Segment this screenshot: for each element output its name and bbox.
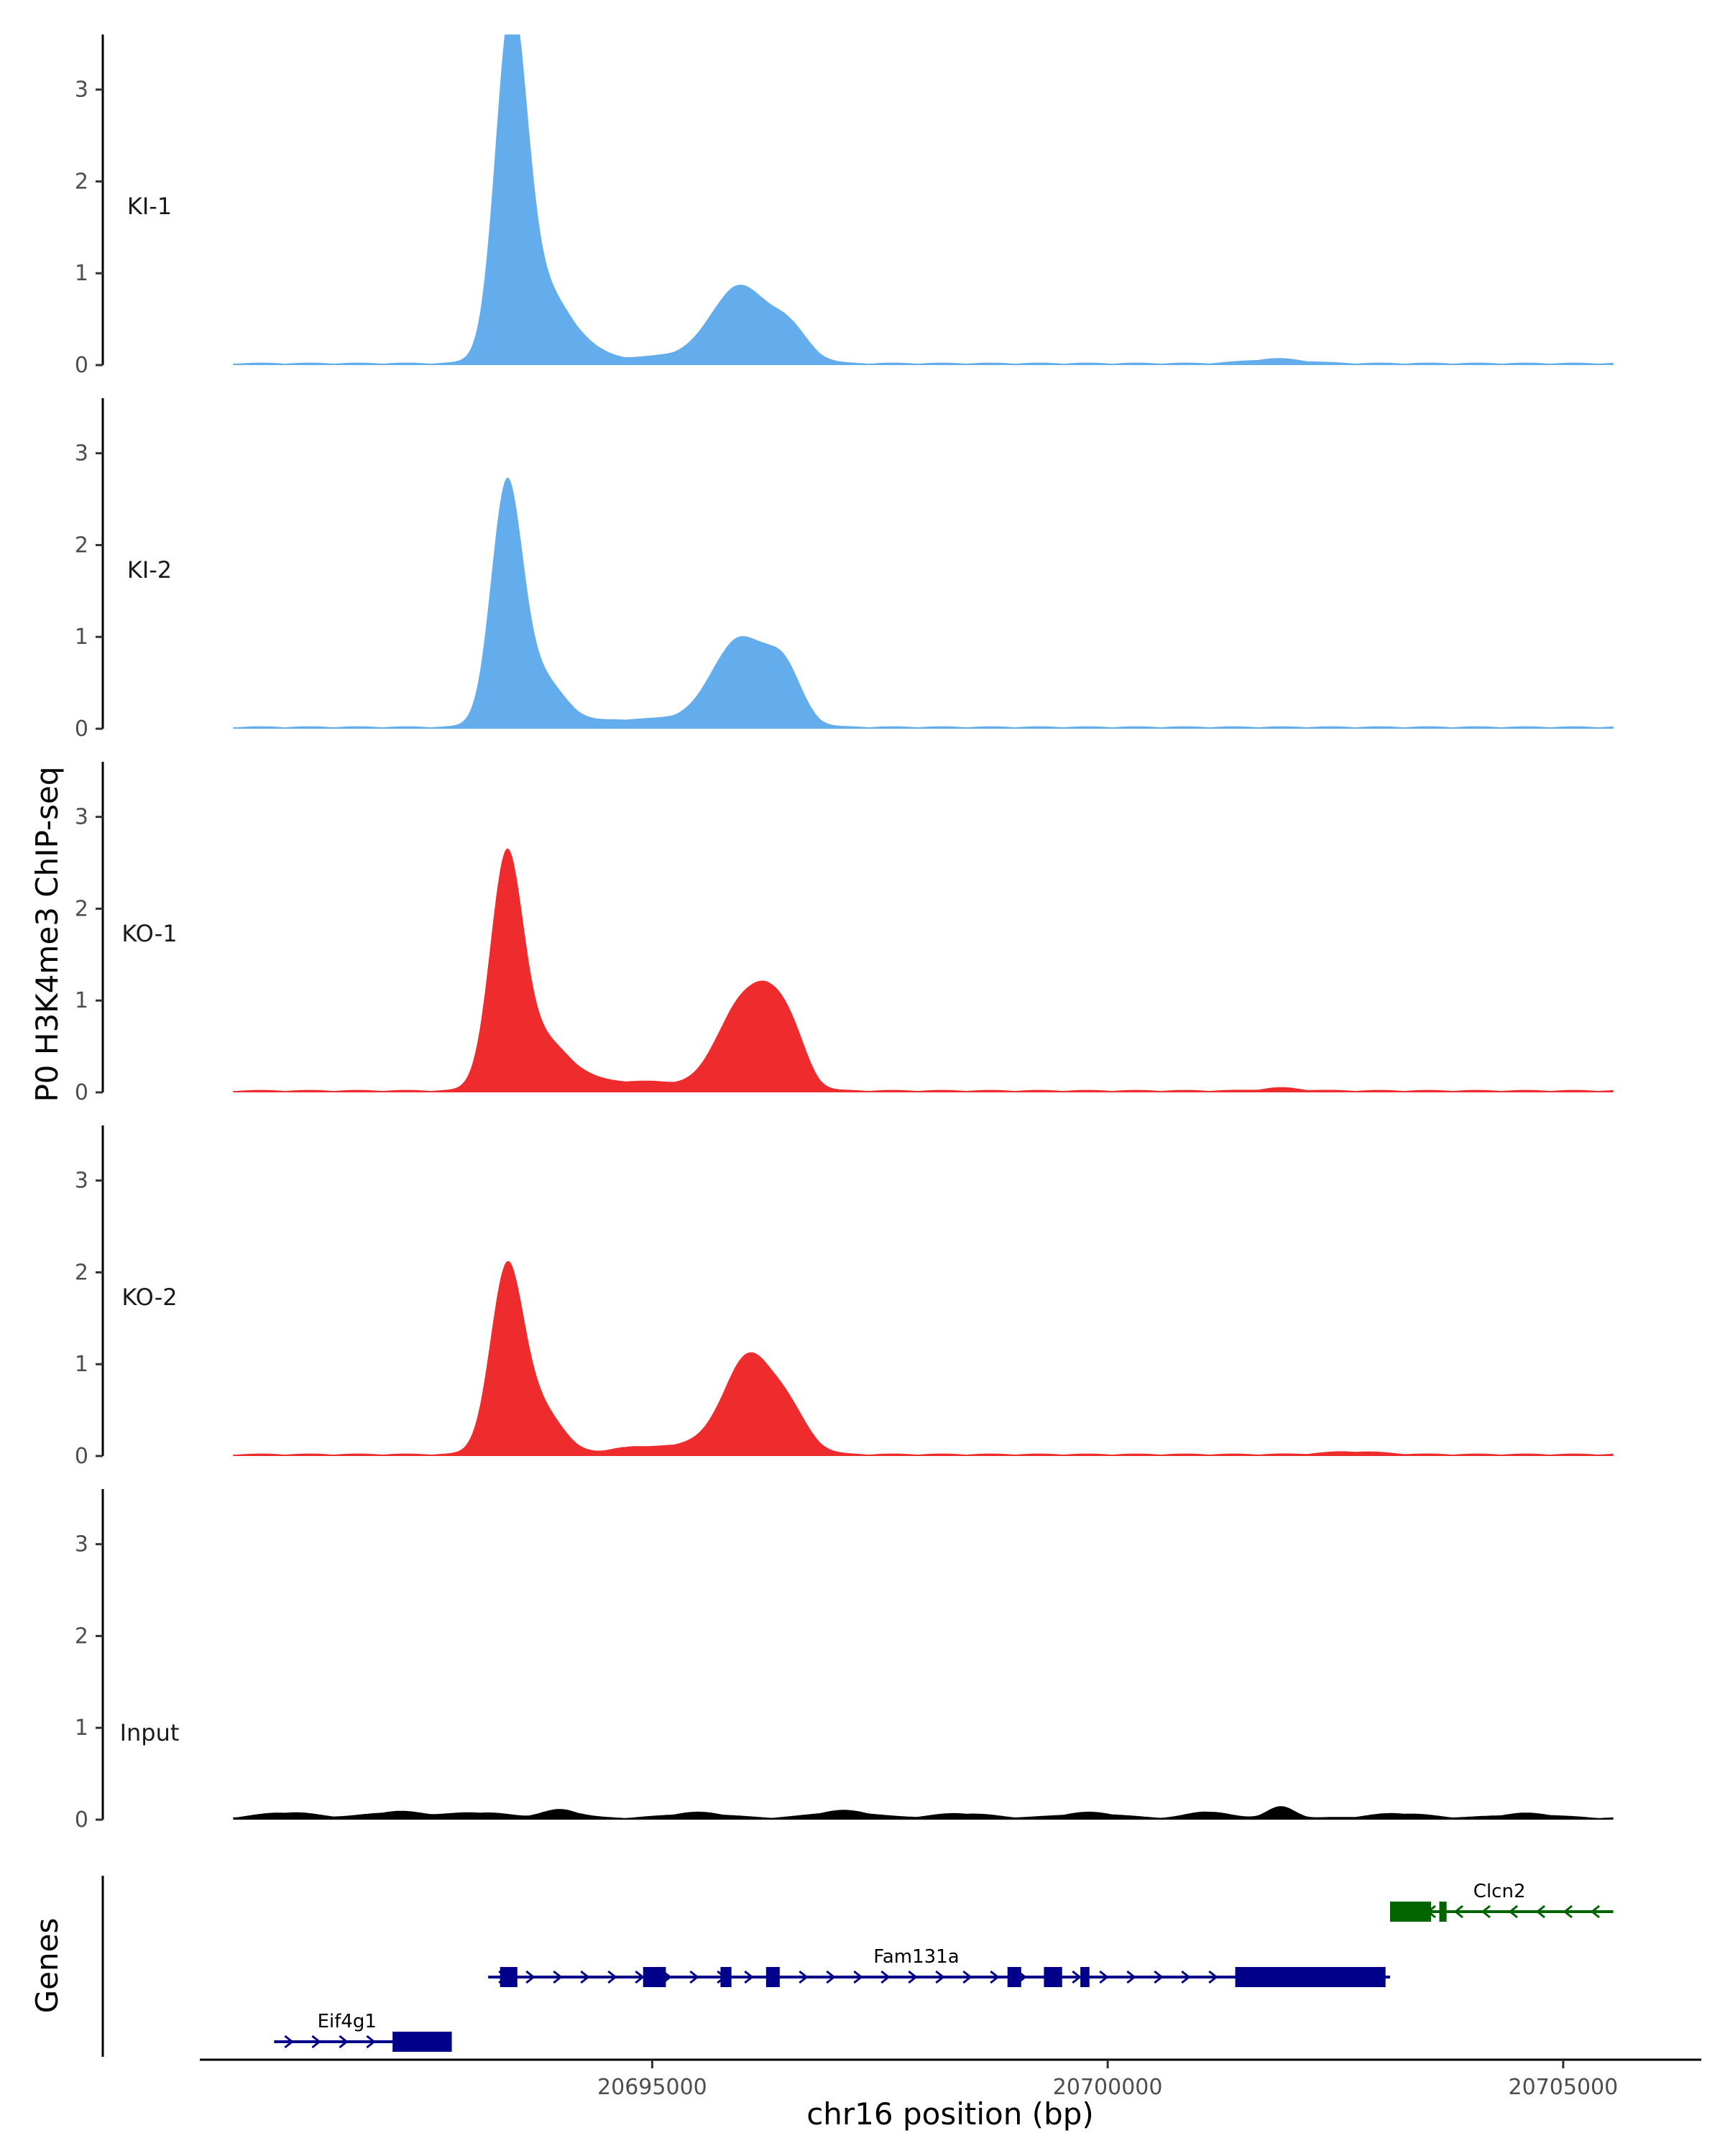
track-ki-1: 0 1 2 3 KI-1 (75, 34, 1614, 378)
signal-area-ki-2 (233, 477, 1614, 729)
track-label: Input (120, 1719, 180, 1746)
x-tick-label: 20700000 (1053, 2075, 1163, 2100)
strand-chevron (1508, 1904, 1518, 1919)
track-ko-2: 0 1 2 3 KO-2 (75, 1125, 1614, 1469)
y-tick-label: 1 (75, 988, 88, 1013)
strand-chevron (366, 2035, 376, 2049)
x-tick-label: 20705000 (1509, 2075, 1619, 2100)
strand-chevron (553, 1970, 563, 1984)
y-tick-label: 3 (75, 1532, 88, 1557)
strand-chevron (1481, 1904, 1491, 1919)
gene-label: Eif4g1 (318, 2011, 377, 2032)
strand-chevron (908, 1970, 918, 1984)
strand-chevron (826, 1970, 836, 1984)
exon (1235, 1967, 1386, 1987)
genes-layer: Clcn2 Fam131a Eif4g1 (101, 1876, 1614, 2057)
x-axis: 20695000 20700000 20705000 (200, 2058, 1701, 2100)
tracks-layer: 0 1 2 3 KI-1 0 1 2 3 KI-2 0 1 2 3 KO-1 0 1 2 3 KO-2 0 1 2 3 Inpu… (75, 34, 1614, 1833)
strand-chevron (799, 1970, 809, 1984)
y-tick-label: 2 (75, 1623, 88, 1649)
y-tick-label: 2 (75, 533, 88, 558)
strand-chevron (853, 1970, 863, 1984)
y-tick-label: 0 (75, 1080, 88, 1105)
y-tick-label: 0 (75, 717, 88, 742)
gene-clcn2: Clcn2 (1390, 1881, 1614, 1922)
strand-chevron (1535, 1904, 1545, 1919)
strand-chevron (580, 1970, 590, 1984)
y-tick-label: 1 (75, 261, 88, 286)
strand-chevron (1099, 1970, 1109, 1984)
y-axis-title: P0 H3K4me3 ChIP-seq (29, 766, 65, 1102)
strand-chevron (525, 1970, 535, 1984)
strand-chevron (1453, 1904, 1463, 1919)
y-tick-label: 1 (75, 625, 88, 650)
strand-chevron (284, 2035, 294, 2049)
y-tick-label: 0 (75, 1444, 88, 1469)
exon (1439, 1902, 1447, 1922)
y-tick-label: 3 (75, 441, 88, 466)
signal-area-input (233, 1806, 1614, 1820)
exon (500, 1967, 518, 1987)
strand-chevron (935, 1970, 945, 1984)
y-tick-label: 3 (75, 805, 88, 830)
exon (765, 1967, 780, 1987)
exon (643, 1967, 666, 1987)
track-label: KI-1 (127, 193, 172, 220)
strand-chevron (607, 1970, 617, 1984)
signal-area-ko-1 (233, 848, 1614, 1092)
gene-eif4g1: Eif4g1 (274, 2011, 452, 2052)
exon (1044, 1967, 1062, 1987)
y-tick-label: 0 (75, 353, 88, 378)
genes-axis-title: Genes (29, 1918, 65, 2014)
strand-chevron (1181, 1970, 1191, 1984)
y-tick-label: 2 (75, 896, 88, 921)
track-ko-1: 0 1 2 3 KO-1 (75, 762, 1614, 1105)
y-tick-label: 3 (75, 78, 88, 103)
gene-label: Fam131a (873, 1946, 959, 1968)
track-ki-2: 0 1 2 3 KI-2 (75, 398, 1614, 742)
strand-chevron (1563, 1904, 1573, 1919)
strand-chevron (1590, 1904, 1600, 1919)
strand-chevron (744, 1970, 754, 1984)
x-tick-label: 20695000 (597, 2075, 707, 2100)
gene-fam131a: Fam131a (488, 1946, 1391, 1987)
y-tick-label: 1 (75, 1352, 88, 1377)
signal-area-ko-2 (233, 1261, 1614, 1456)
strand-chevron (880, 1970, 891, 1984)
gene-label: Clcn2 (1473, 1881, 1526, 1902)
strand-chevron (1208, 1970, 1218, 1984)
exon (1007, 1967, 1021, 1987)
signal-area-ki-1 (233, 34, 1614, 365)
track-label: KO-2 (121, 1284, 177, 1311)
strand-chevron (1154, 1970, 1164, 1984)
track-input: 0 1 2 3 Input (75, 1489, 1614, 1833)
strand-chevron (990, 1970, 1000, 1984)
y-tick-label: 2 (75, 1260, 88, 1285)
strand-chevron (1126, 1970, 1136, 1984)
y-tick-label: 0 (75, 1807, 88, 1833)
strand-chevron (635, 1970, 645, 1984)
exon (1390, 1902, 1432, 1922)
y-tick-label: 1 (75, 1715, 88, 1741)
track-label: KO-1 (121, 920, 177, 947)
exon (1080, 1967, 1090, 1987)
y-tick-label: 2 (75, 169, 88, 194)
exon (392, 2032, 452, 2052)
strand-chevron (1072, 1970, 1082, 1984)
y-tick-label: 3 (75, 1169, 88, 1194)
strand-chevron (311, 2035, 321, 2049)
track-label: KI-2 (127, 556, 172, 584)
exon (720, 1967, 732, 1987)
strand-chevron (962, 1970, 972, 1984)
strand-chevron (689, 1970, 699, 1984)
strand-chevron (339, 2035, 349, 2049)
x-axis-title: chr16 position (bp) (806, 2096, 1094, 2132)
